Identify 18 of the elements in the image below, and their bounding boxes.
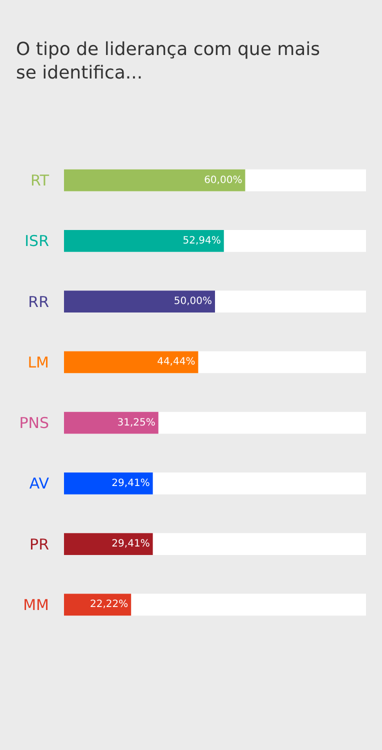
data-label: 29,41% xyxy=(112,478,150,489)
y-tick-label: MM xyxy=(23,596,49,614)
data-label: 22,22% xyxy=(90,599,128,610)
y-tick-label: ISR xyxy=(24,232,49,250)
y-tick-label: RT xyxy=(30,172,50,190)
y-tick-label: PR xyxy=(30,535,49,554)
y-tick-label: AV xyxy=(29,474,50,493)
chart-title: O tipo de liderança com que mais se identifica... xyxy=(16,39,320,84)
data-label: 60,00% xyxy=(204,174,242,186)
y-tick-label: LM xyxy=(28,353,49,372)
data-label: 52,94% xyxy=(182,235,221,246)
y-tick-label: PNS xyxy=(19,414,49,432)
data-label: 44,44% xyxy=(157,356,196,368)
bar xyxy=(64,594,132,616)
y-tick-label: RR xyxy=(28,292,49,311)
data-label: 29,41% xyxy=(112,538,150,550)
data-label: 50,00% xyxy=(174,296,212,308)
data-label: 31,25% xyxy=(117,417,156,428)
